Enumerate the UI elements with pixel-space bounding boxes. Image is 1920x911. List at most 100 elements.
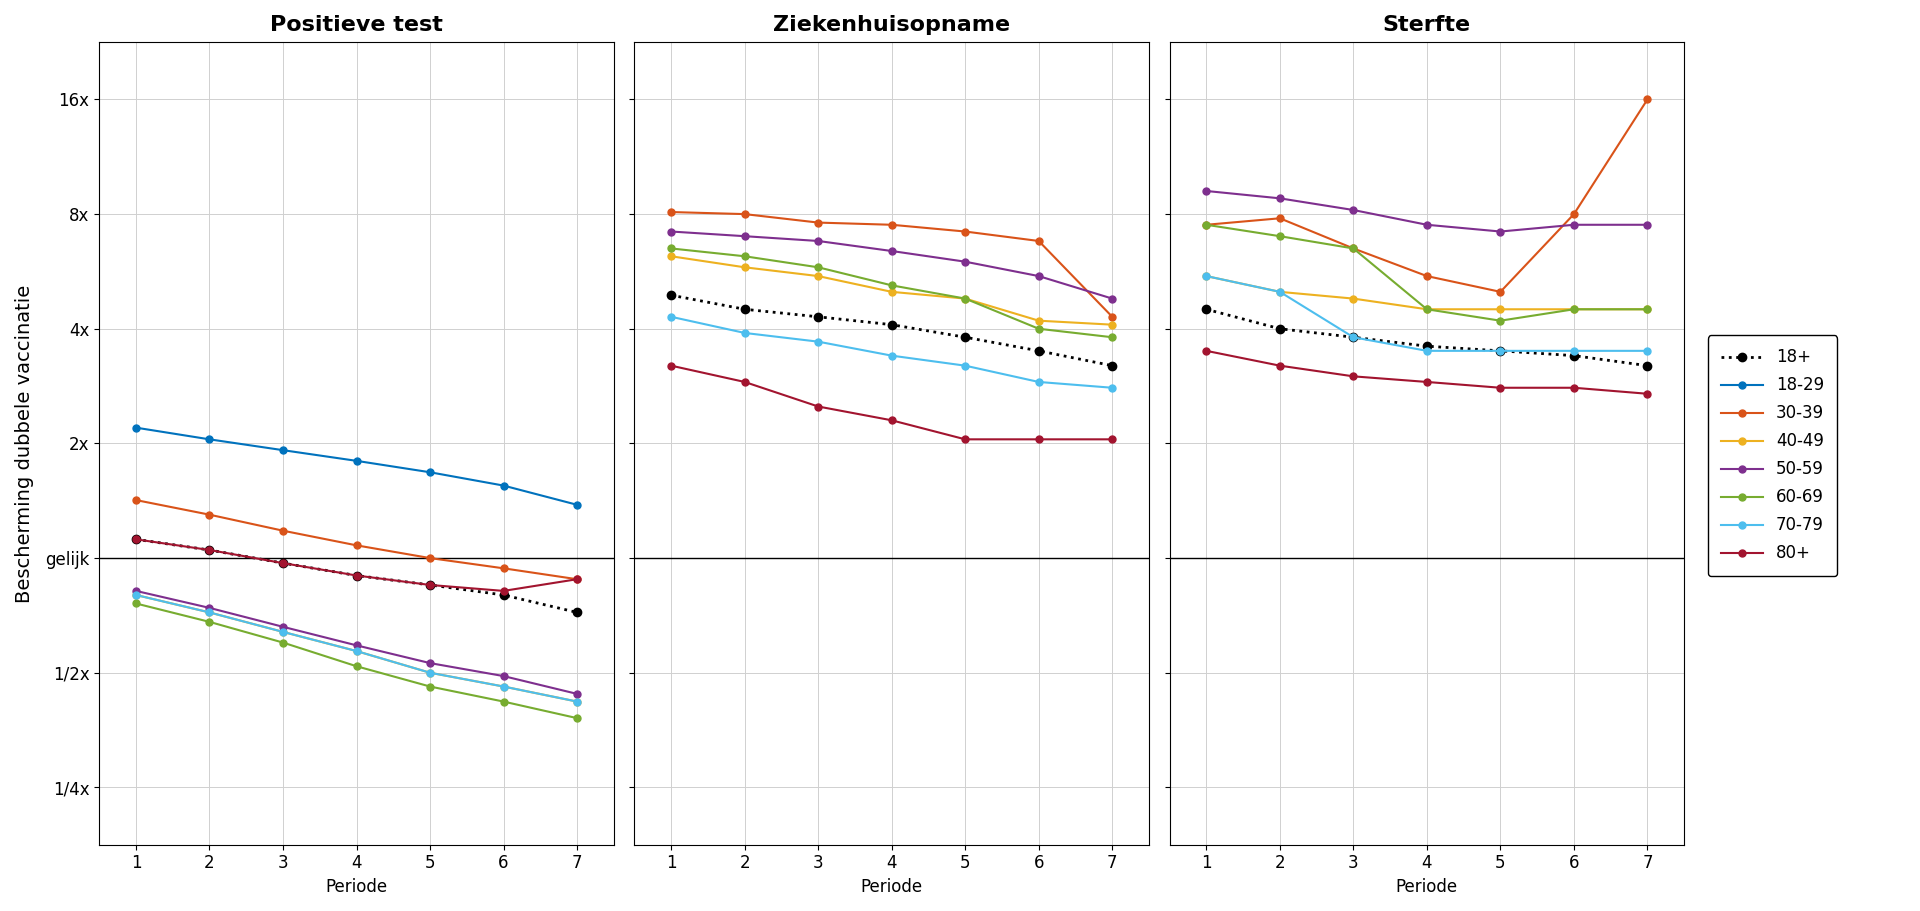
X-axis label: Periode: Periode	[1396, 878, 1457, 896]
50-59	[1027, 271, 1050, 281]
Y-axis label: Bescherming dubbele vaccinatie: Bescherming dubbele vaccinatie	[15, 284, 35, 602]
80+	[125, 534, 148, 545]
Line: 50-59: 50-59	[668, 228, 1116, 302]
40-49	[198, 607, 221, 618]
60-69	[1027, 323, 1050, 334]
80+	[1027, 434, 1050, 445]
70-79	[1488, 345, 1511, 356]
80+	[1269, 360, 1292, 371]
18+	[1563, 350, 1586, 361]
80+	[1563, 383, 1586, 394]
70-79	[879, 350, 902, 361]
70-79	[346, 646, 369, 657]
60-69	[125, 598, 148, 609]
40-49	[879, 286, 902, 297]
18+	[1636, 360, 1659, 371]
Line: 70-79: 70-79	[132, 591, 580, 705]
60-69	[1194, 220, 1217, 230]
18+	[346, 570, 369, 581]
18+	[566, 607, 589, 618]
60-69	[954, 293, 977, 304]
18+	[271, 558, 294, 568]
30-39	[954, 226, 977, 237]
Line: 50-59: 50-59	[1202, 188, 1651, 235]
50-59	[954, 256, 977, 267]
18+	[954, 332, 977, 343]
Legend: 18+, 18-29, 30-39, 40-49, 50-59, 60-69, 70-79, 80+: 18+, 18-29, 30-39, 40-49, 50-59, 60-69, …	[1707, 335, 1837, 576]
30-39	[660, 207, 684, 218]
40-49	[566, 696, 589, 707]
80+	[1342, 371, 1365, 382]
Line: 30-39: 30-39	[132, 496, 580, 583]
18+	[806, 312, 829, 322]
70-79	[954, 360, 977, 371]
Line: 80+: 80+	[1202, 347, 1651, 397]
50-59	[1636, 220, 1659, 230]
40-49	[1269, 286, 1292, 297]
70-79	[733, 327, 756, 338]
Line: 80+: 80+	[668, 363, 1116, 443]
30-39	[1100, 312, 1123, 322]
60-69	[1342, 243, 1365, 254]
Line: 30-39: 30-39	[668, 209, 1116, 321]
30-39	[125, 495, 148, 506]
40-49	[1636, 303, 1659, 314]
Line: 18+: 18+	[1202, 305, 1651, 370]
40-49	[1100, 319, 1123, 330]
18-29	[492, 480, 515, 491]
80+	[954, 434, 977, 445]
50-59	[1269, 193, 1292, 204]
18-29	[198, 434, 221, 445]
40-49	[806, 271, 829, 281]
50-59	[198, 602, 221, 613]
50-59	[125, 586, 148, 597]
18+	[733, 303, 756, 314]
70-79	[492, 681, 515, 692]
30-39	[271, 526, 294, 537]
70-79	[419, 667, 442, 678]
60-69	[492, 696, 515, 707]
Line: 30-39: 30-39	[1202, 96, 1651, 295]
70-79	[660, 312, 684, 322]
80+	[198, 545, 221, 556]
Line: 50-59: 50-59	[132, 588, 580, 697]
50-59	[660, 226, 684, 237]
70-79	[1415, 345, 1438, 356]
40-49	[954, 293, 977, 304]
18+	[198, 545, 221, 556]
18+	[125, 534, 148, 545]
30-39	[1342, 243, 1365, 254]
80+	[566, 574, 589, 585]
40-49	[1194, 271, 1217, 281]
Title: Positieve test: Positieve test	[271, 15, 444, 35]
70-79	[125, 589, 148, 600]
80+	[1415, 376, 1438, 387]
80+	[1488, 383, 1511, 394]
60-69	[1636, 303, 1659, 314]
80+	[492, 586, 515, 597]
80+	[271, 558, 294, 568]
40-49	[1342, 293, 1365, 304]
X-axis label: Periode: Periode	[860, 878, 924, 896]
30-39	[1636, 94, 1659, 105]
60-69	[1100, 332, 1123, 343]
Line: 40-49: 40-49	[1202, 272, 1651, 312]
80+	[733, 376, 756, 387]
60-69	[346, 660, 369, 671]
18+	[1194, 303, 1217, 314]
60-69	[1415, 303, 1438, 314]
40-49	[660, 251, 684, 261]
30-39	[1027, 236, 1050, 247]
18-29	[346, 456, 369, 466]
18-29	[125, 422, 148, 433]
18-29	[566, 499, 589, 510]
80+	[1100, 434, 1123, 445]
50-59	[1342, 205, 1365, 216]
18+	[1027, 345, 1050, 356]
Line: 70-79: 70-79	[1202, 272, 1651, 354]
80+	[879, 415, 902, 425]
50-59	[733, 230, 756, 241]
Line: 40-49: 40-49	[668, 252, 1116, 328]
70-79	[1194, 271, 1217, 281]
Line: 18+: 18+	[666, 291, 1116, 370]
